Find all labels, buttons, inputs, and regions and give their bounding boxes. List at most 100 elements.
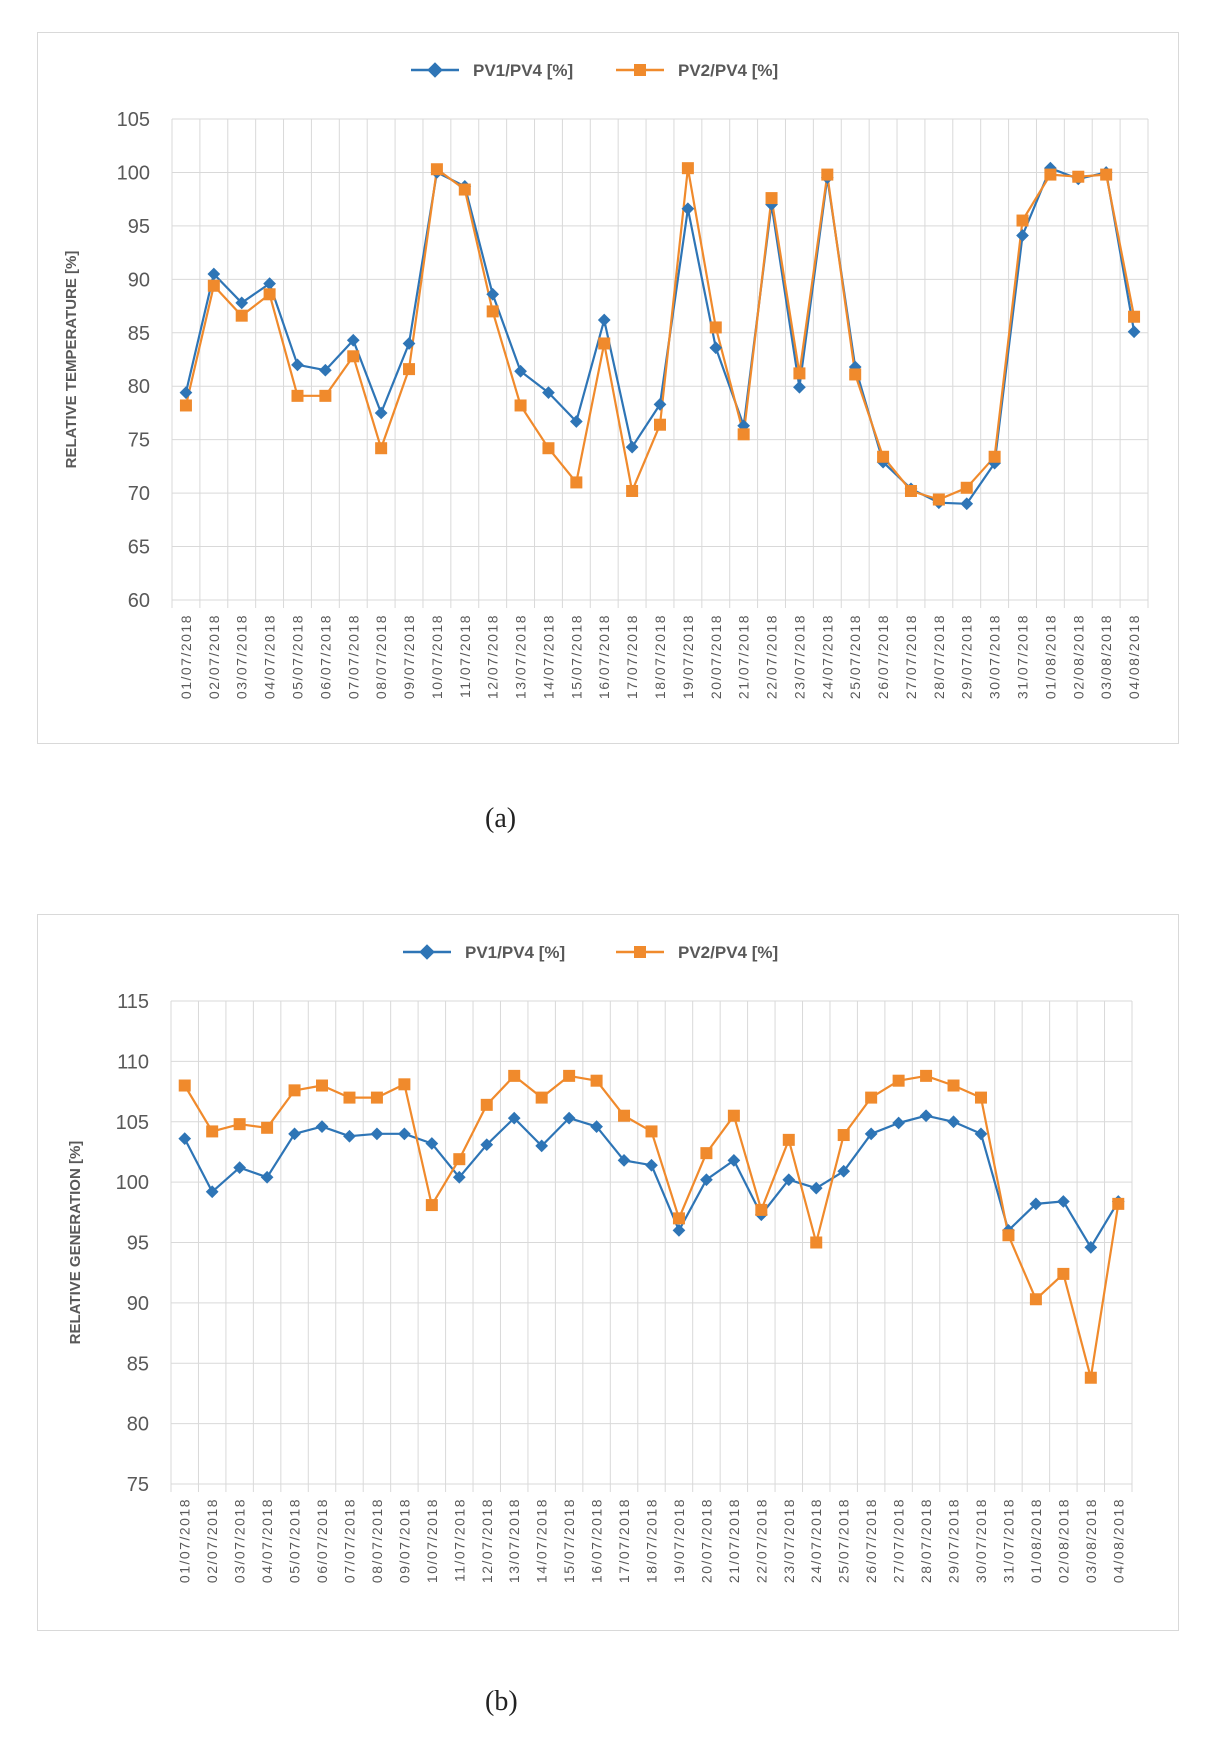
data-point-diamond <box>947 1115 960 1129</box>
series-line <box>183 1074 1120 1379</box>
data-point-square <box>206 1125 219 1138</box>
x-tick-label: 31/07/2018 <box>1015 614 1031 699</box>
data-point-diamond <box>645 1158 658 1172</box>
data-point-square <box>235 309 248 322</box>
x-tick-label: 13/07/2018 <box>513 614 529 699</box>
data-point-square <box>480 1098 493 1111</box>
data-point-diamond <box>1056 1195 1070 1208</box>
data-point-diamond <box>402 337 416 350</box>
y-tick-label: 60 <box>128 590 150 612</box>
y-tick-label: 100 <box>116 1172 149 1194</box>
data-point-square <box>291 389 304 402</box>
data-point-square <box>793 367 806 380</box>
x-tick-label: 26/07/2018 <box>863 1498 879 1583</box>
data-point-square <box>865 1091 878 1104</box>
y-tick-label: 80 <box>128 376 150 398</box>
x-tick-label: 21/07/2018 <box>736 614 752 699</box>
data-point-diamond <box>514 364 527 378</box>
data-point-square <box>425 1199 438 1212</box>
legend-label: PV1/PV4 [%] <box>473 61 573 80</box>
x-tick-label: 24/07/2018 <box>819 614 835 699</box>
x-tick-label: 10/07/2018 <box>424 1498 440 1583</box>
x-tick-label: 26/07/2018 <box>875 614 891 699</box>
data-point-diamond <box>235 296 249 310</box>
data-point-square <box>920 1069 933 1082</box>
y-tick-label: 105 <box>116 1112 149 1134</box>
x-tick-label: 14/07/2018 <box>540 614 556 699</box>
x-tick-label: 28/07/2018 <box>918 1498 934 1583</box>
caption-b: (b) <box>485 1686 518 1717</box>
data-point-square <box>1128 310 1141 323</box>
y-tick-label: 85 <box>127 1353 149 1375</box>
data-point-diamond <box>319 363 332 377</box>
data-point-diamond <box>864 1127 878 1141</box>
data-point-square <box>782 1133 795 1146</box>
data-point-square <box>233 1118 246 1131</box>
data-point-square <box>988 450 1001 463</box>
data-point-square <box>849 368 862 381</box>
legend-marker-diamond <box>427 62 443 78</box>
x-tick-label: 30/07/2018 <box>987 614 1003 699</box>
data-point-square <box>737 428 750 441</box>
y-tick-label: 90 <box>128 269 150 291</box>
data-point-square <box>398 1078 411 1091</box>
y-tick-label: 95 <box>127 1233 149 1255</box>
data-point-diamond <box>291 358 304 372</box>
data-point-square <box>430 163 443 176</box>
x-tick-label: 29/07/2018 <box>959 614 975 699</box>
data-point-diamond <box>346 333 360 347</box>
data-point-square <box>904 484 917 497</box>
data-point-diamond <box>837 1164 851 1178</box>
data-point-square <box>618 1109 631 1122</box>
data-point-square <box>263 288 276 301</box>
x-tick-label: 04/07/2018 <box>259 1498 275 1583</box>
data-point-square <box>179 399 192 412</box>
x-tick-label: 07/07/2018 <box>345 614 361 699</box>
x-tick-label: 16/07/2018 <box>589 1498 605 1583</box>
x-tick-label: 02/07/2018 <box>206 614 222 699</box>
data-point-square <box>700 1147 713 1160</box>
data-point-diamond <box>207 267 221 281</box>
data-point-square <box>590 1074 603 1087</box>
y-tick-label: 65 <box>128 537 150 559</box>
data-point-diamond <box>398 1127 411 1141</box>
y-tick-label: 105 <box>117 109 150 131</box>
data-point-square <box>403 363 416 376</box>
data-point-square <box>892 1074 905 1087</box>
data-point-diamond <box>507 1111 521 1125</box>
x-tick-label: 02/08/2018 <box>1055 1498 1071 1583</box>
x-tick-label: 27/07/2018 <box>891 1498 907 1583</box>
x-tick-label: 09/07/2018 <box>401 614 417 699</box>
x-tick-label: 06/07/2018 <box>314 1498 330 1583</box>
data-point-square <box>514 399 527 412</box>
temperature-chart-panel: 60 65 70 75 80 85 90 95 100 105 01/07/2018 02/07/20… <box>37 32 1179 744</box>
data-point-diamond <box>809 1181 823 1195</box>
data-point-square <box>319 389 332 402</box>
data-point-diamond <box>892 1116 905 1130</box>
data-point-square <box>654 418 666 431</box>
data-point-diamond <box>625 440 639 454</box>
y-axis-title: RELATIVE TEMPERATURE [%] <box>63 251 80 469</box>
data-point-square <box>207 279 220 292</box>
data-point-diamond <box>590 1120 603 1133</box>
x-tick-label: 19/07/2018 <box>671 1498 687 1583</box>
x-tick-label: 31/07/2018 <box>1000 1498 1016 1583</box>
data-point-square <box>288 1084 301 1097</box>
x-tick-label: 03/08/2018 <box>1083 1498 1099 1583</box>
data-point-square <box>765 192 778 205</box>
legend-marker-square <box>634 64 646 76</box>
data-point-square <box>681 162 694 175</box>
x-tick-label: 01/07/2018 <box>178 614 194 699</box>
data-point-square <box>672 1212 685 1225</box>
data-point-square <box>1100 168 1113 181</box>
y-tick-label: 70 <box>128 483 150 505</box>
x-tick-label: 10/07/2018 <box>429 614 445 699</box>
x-tick-label: 02/08/2018 <box>1070 614 1086 699</box>
y-tick-label: 75 <box>127 1474 149 1496</box>
series-line <box>184 167 1136 501</box>
y-axis-title: RELATIVE GENERATION [%] <box>67 1141 84 1345</box>
x-tick-label: 20/07/2018 <box>708 614 724 699</box>
x-tick-label: 28/07/2018 <box>931 614 947 699</box>
data-point-square <box>570 476 583 489</box>
data-point-square <box>1072 170 1085 183</box>
